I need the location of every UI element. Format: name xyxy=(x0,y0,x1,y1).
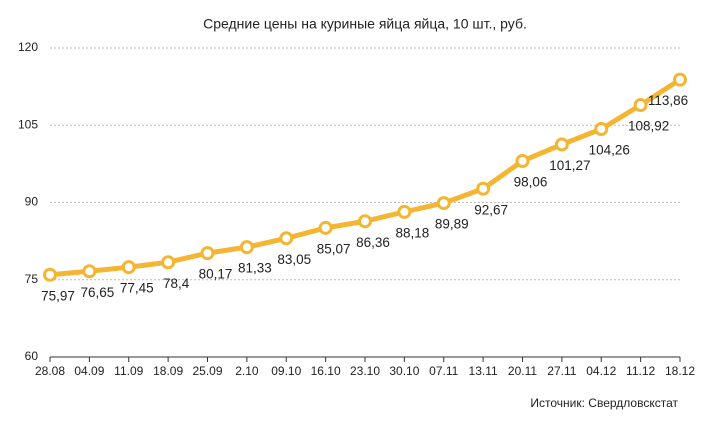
value-label: 108,92 xyxy=(628,119,669,134)
x-tick-label: 13.11 xyxy=(469,364,498,378)
x-tick-label: 07.11 xyxy=(429,364,458,378)
data-point xyxy=(515,153,530,168)
data-point xyxy=(594,122,609,137)
x-tick-label: 2.10 xyxy=(235,364,259,378)
x-tick-label: 30.10 xyxy=(389,364,419,378)
data-point xyxy=(673,72,687,87)
data-point xyxy=(318,220,333,235)
value-label: 86,36 xyxy=(356,235,390,250)
x-tick-label: 16.10 xyxy=(311,364,341,378)
x-tick-label: 11.12 xyxy=(626,364,655,378)
value-label: 85,07 xyxy=(317,241,351,256)
value-label: 76,65 xyxy=(80,285,114,300)
value-label: 113,86 xyxy=(648,93,688,108)
data-point xyxy=(397,204,412,219)
value-label: 92,67 xyxy=(474,202,508,217)
data-point xyxy=(82,264,97,279)
data-point xyxy=(633,98,648,113)
y-tick-label: 90 xyxy=(25,195,39,209)
y-tick-label: 105 xyxy=(18,117,38,131)
value-label: 104,26 xyxy=(589,143,630,158)
x-tick-label: 25.09 xyxy=(192,364,222,378)
value-label: 89,89 xyxy=(435,217,469,232)
value-label: 88,18 xyxy=(395,225,429,240)
x-tick-label: 11.09 xyxy=(114,364,143,378)
y-tick-label: 60 xyxy=(25,349,39,363)
data-point xyxy=(476,181,491,196)
value-label: 101,27 xyxy=(549,158,590,173)
chart-title: Средние цены на куриные яйца яйца, 10 шт… xyxy=(203,16,527,32)
x-tick-label: 23.10 xyxy=(350,364,380,378)
data-point xyxy=(161,255,176,270)
x-tick-label: 20.11 xyxy=(508,364,537,378)
x-tick-label: 04.09 xyxy=(74,364,104,378)
data-point xyxy=(279,231,294,246)
data-point xyxy=(436,196,451,211)
x-tick-label: 09.10 xyxy=(271,364,301,378)
source-note: Источник: Свердловскстат xyxy=(530,396,678,410)
value-label: 78,4 xyxy=(163,276,190,291)
y-tick-label: 120 xyxy=(18,40,38,54)
value-label: 77,45 xyxy=(120,281,154,296)
y-tick-label: 75 xyxy=(25,272,39,286)
data-point xyxy=(239,240,254,255)
value-label: 83,05 xyxy=(277,252,311,267)
value-label: 80,17 xyxy=(199,267,233,282)
data-point xyxy=(554,137,569,152)
x-tick-label: 27.11 xyxy=(547,364,576,378)
x-tick-label: 28.08 xyxy=(35,364,65,378)
data-point xyxy=(121,260,136,275)
x-tick-label: 04.12 xyxy=(586,364,616,378)
x-tick-label: 18.09 xyxy=(153,364,183,378)
data-point xyxy=(358,214,372,229)
data-point xyxy=(200,246,215,261)
value-label: 98,06 xyxy=(514,175,548,190)
value-label: 75,97 xyxy=(41,288,75,303)
value-label: 81,33 xyxy=(238,261,272,276)
x-tick-label: 18.12 xyxy=(665,364,695,378)
data-point xyxy=(43,267,57,282)
